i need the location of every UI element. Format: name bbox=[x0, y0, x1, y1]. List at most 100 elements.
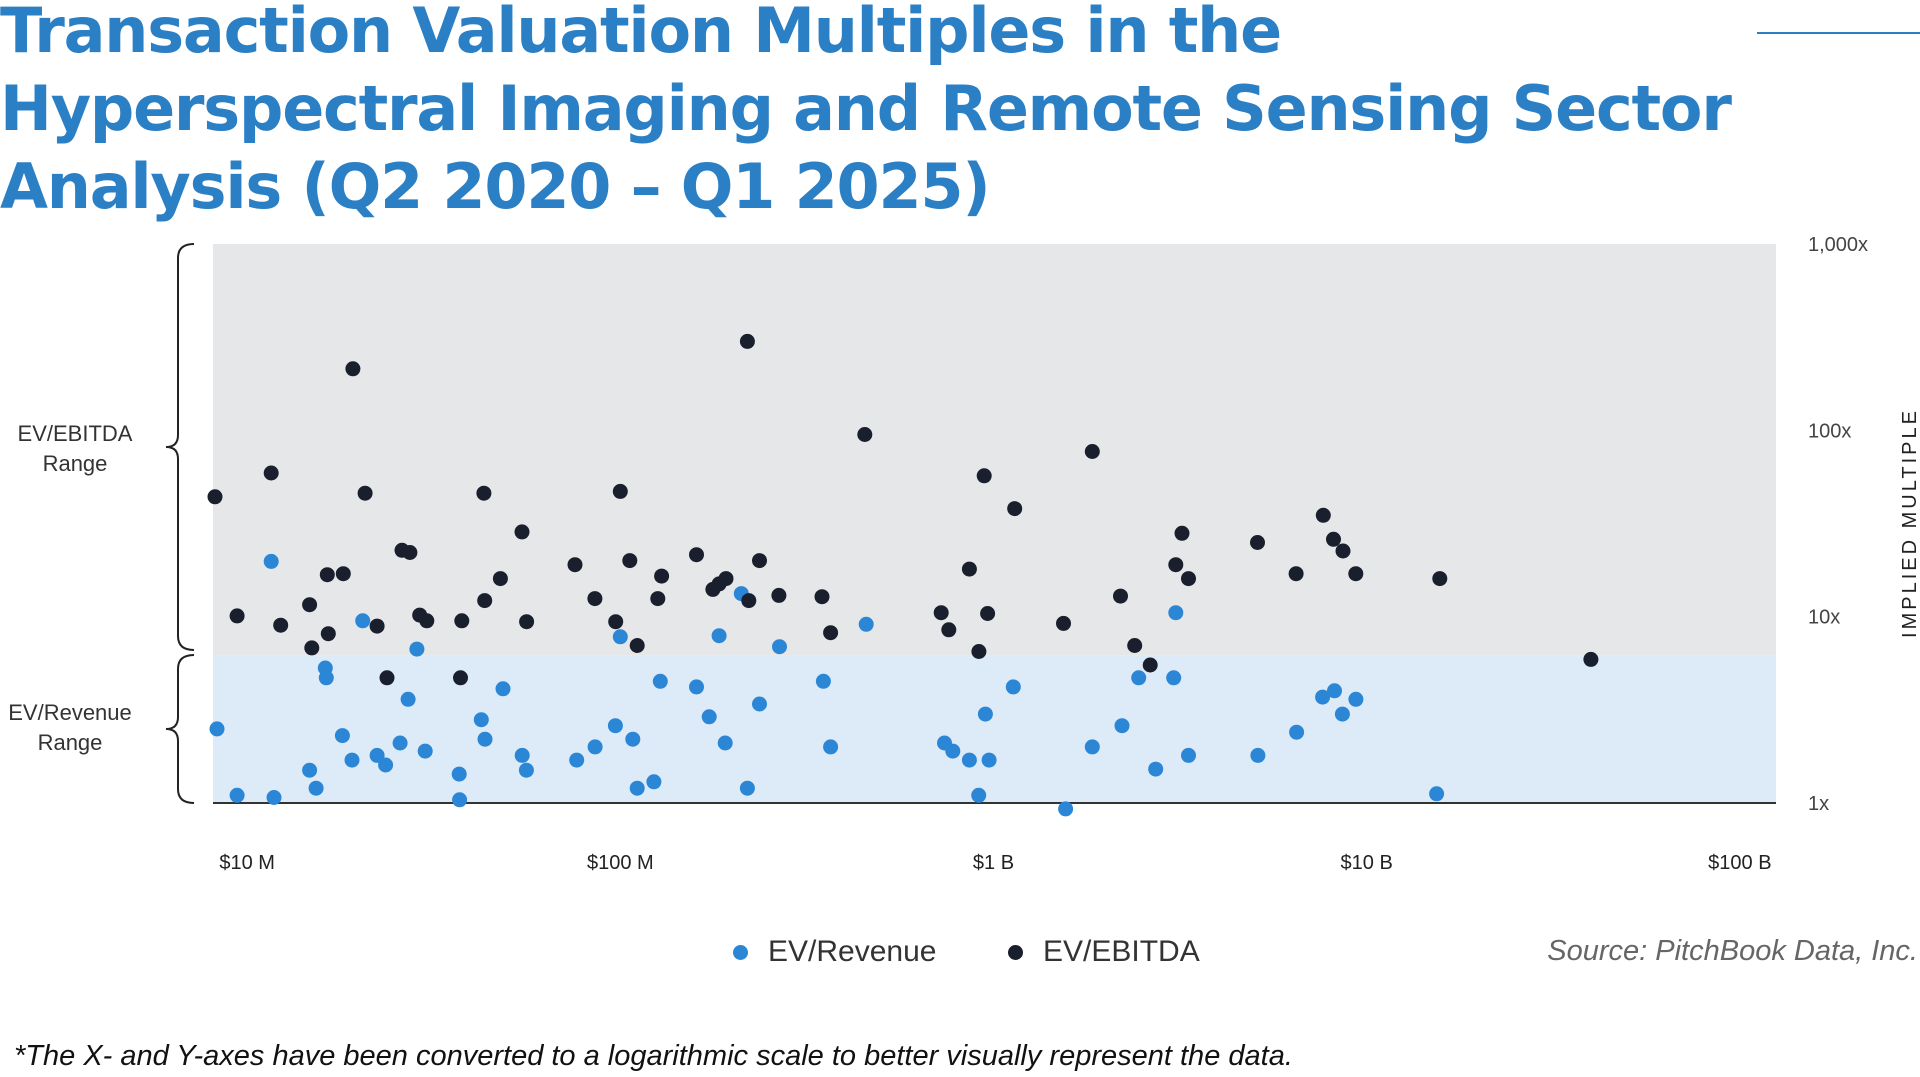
ev-ebitda-point bbox=[1084, 444, 1100, 459]
ev-revenue-point bbox=[344, 752, 360, 768]
ev-revenue-point bbox=[815, 673, 831, 689]
ev-revenue-point bbox=[1005, 679, 1021, 695]
ev-revenue-point bbox=[629, 780, 645, 796]
ev-ebitda-point bbox=[369, 618, 385, 634]
ev-ebitda-point bbox=[229, 608, 245, 624]
ev-ebitda-point bbox=[1432, 571, 1448, 587]
ev-revenue-point bbox=[1315, 689, 1331, 705]
ev-ebitda-point bbox=[453, 670, 468, 686]
ev-ebitda-point bbox=[1142, 657, 1158, 673]
ev-ebitda-point bbox=[1315, 507, 1331, 523]
x-tick-label: $100 B bbox=[1708, 852, 1771, 874]
ev-revenue-point bbox=[981, 752, 997, 768]
ev-ebitda-point bbox=[612, 483, 628, 499]
legend-item-ebitda: EV/EBITDA bbox=[1008, 935, 1200, 969]
chart-title: Transaction Valuation Multiples in the H… bbox=[0, 0, 1732, 223]
ev-ebitda-point bbox=[567, 557, 583, 573]
ev-revenue-point bbox=[518, 762, 534, 778]
y-tick-label: 10x bbox=[1808, 607, 1840, 629]
ev-revenue-point bbox=[209, 721, 225, 737]
ev-revenue-point bbox=[1148, 761, 1164, 777]
ev-ebitda-point bbox=[1113, 588, 1128, 604]
y-tick-label: 1x bbox=[1808, 793, 1829, 815]
ev-revenue-point bbox=[1348, 691, 1364, 707]
ev-revenue-point bbox=[646, 774, 662, 790]
ev-revenue-point bbox=[1058, 801, 1074, 817]
ev-revenue-point bbox=[569, 752, 585, 768]
legend-item-revenue: EV/Revenue bbox=[733, 935, 936, 969]
ev-revenue-point bbox=[752, 696, 767, 712]
ev-ebitda-point bbox=[302, 597, 318, 613]
ev-ebitda-point bbox=[689, 547, 704, 563]
ev-revenue-point bbox=[772, 639, 787, 655]
ev-ebitda-point bbox=[1583, 651, 1599, 667]
ev-revenue-point bbox=[308, 780, 324, 796]
ev-revenue-point bbox=[263, 553, 279, 569]
ev-revenue-point bbox=[1181, 747, 1196, 763]
legend-label-ebitda: EV/EBITDA bbox=[1043, 935, 1200, 968]
ev-revenue-point bbox=[701, 709, 717, 725]
ev-revenue-point bbox=[266, 790, 282, 805]
ev-revenue-point bbox=[612, 629, 628, 645]
ev-revenue-point bbox=[711, 628, 727, 644]
ev-revenue-point bbox=[1168, 605, 1184, 621]
ev-ebitda-point bbox=[273, 617, 289, 633]
ev-ebitda-point bbox=[823, 625, 839, 641]
ev-ebitda-point bbox=[654, 568, 670, 584]
ev-ebitda-point bbox=[1326, 531, 1341, 547]
ev-revenue-point bbox=[1429, 786, 1445, 802]
ev-ebitda-point bbox=[976, 468, 992, 484]
ev-ebitda-point bbox=[1250, 535, 1265, 550]
x-tick-label: $100 M bbox=[587, 852, 654, 874]
y-axis-ticks: 1,000x 100x 10x 1x bbox=[1808, 234, 1868, 815]
ev-revenue-point bbox=[302, 762, 318, 778]
ev-revenue-point bbox=[1166, 670, 1182, 686]
ev-revenue-point bbox=[1289, 724, 1305, 740]
y-tick-label: 1,000x bbox=[1808, 234, 1868, 256]
ev-revenue-point bbox=[1084, 739, 1100, 755]
ev-revenue-point bbox=[452, 792, 468, 808]
ev-revenue-point bbox=[717, 735, 733, 751]
ev-ebitda-point bbox=[476, 485, 492, 501]
ev-revenue-point bbox=[858, 616, 874, 632]
ev-ebitda-point bbox=[980, 606, 996, 621]
ev-ebitda-point bbox=[1348, 566, 1364, 582]
ev-revenue-point bbox=[477, 731, 493, 747]
ev-ebitda-point bbox=[357, 485, 373, 501]
ev-ebitda-point bbox=[207, 489, 223, 505]
ev-ebitda-point bbox=[1168, 557, 1184, 573]
ev-revenue-point bbox=[514, 747, 530, 763]
ev-ebitda-point bbox=[1288, 566, 1304, 582]
legend-label-revenue: EV/Revenue bbox=[768, 935, 937, 968]
ev-revenue-point bbox=[473, 712, 489, 728]
x-tick-label: $10 M bbox=[219, 852, 275, 874]
source-note: Source: PitchBook Data, Inc. bbox=[1547, 935, 1918, 967]
ev-revenue-point bbox=[378, 757, 394, 773]
ev-ebitda-point bbox=[941, 622, 957, 638]
ev-ebitda-point bbox=[304, 640, 320, 656]
ev-revenue-point bbox=[587, 739, 603, 755]
ev-ebitda-point bbox=[477, 593, 493, 609]
ev-ebitda-point bbox=[263, 465, 279, 481]
ev-ebitda-point bbox=[402, 545, 418, 560]
ev-ebitda-point bbox=[971, 644, 987, 659]
ev-revenue-point bbox=[945, 743, 961, 759]
ev-ebitda-point bbox=[1056, 615, 1071, 631]
ev-ebitda-point bbox=[933, 605, 949, 621]
ev-revenue-point bbox=[689, 679, 704, 695]
ev-ebitda-point bbox=[608, 614, 624, 630]
ev-revenue-point bbox=[355, 613, 371, 629]
ebitda-range-label: EV/EBITDA Range bbox=[0, 419, 150, 479]
x-tick-label: $1 B bbox=[973, 852, 1014, 874]
ev-ebitda-point bbox=[814, 589, 830, 605]
title-rule bbox=[1757, 32, 1920, 34]
ev-revenue-point bbox=[318, 670, 334, 686]
ev-ebitda-point bbox=[587, 591, 603, 607]
revenue-range-band bbox=[213, 655, 1776, 803]
revenue-range-brace bbox=[165, 654, 195, 804]
ebitda-range-brace bbox=[165, 243, 195, 651]
ev-ebitda-point bbox=[1174, 525, 1190, 541]
ev-revenue-point bbox=[334, 728, 350, 744]
data-points bbox=[207, 333, 1599, 817]
ev-ebitda-point bbox=[1181, 571, 1196, 587]
